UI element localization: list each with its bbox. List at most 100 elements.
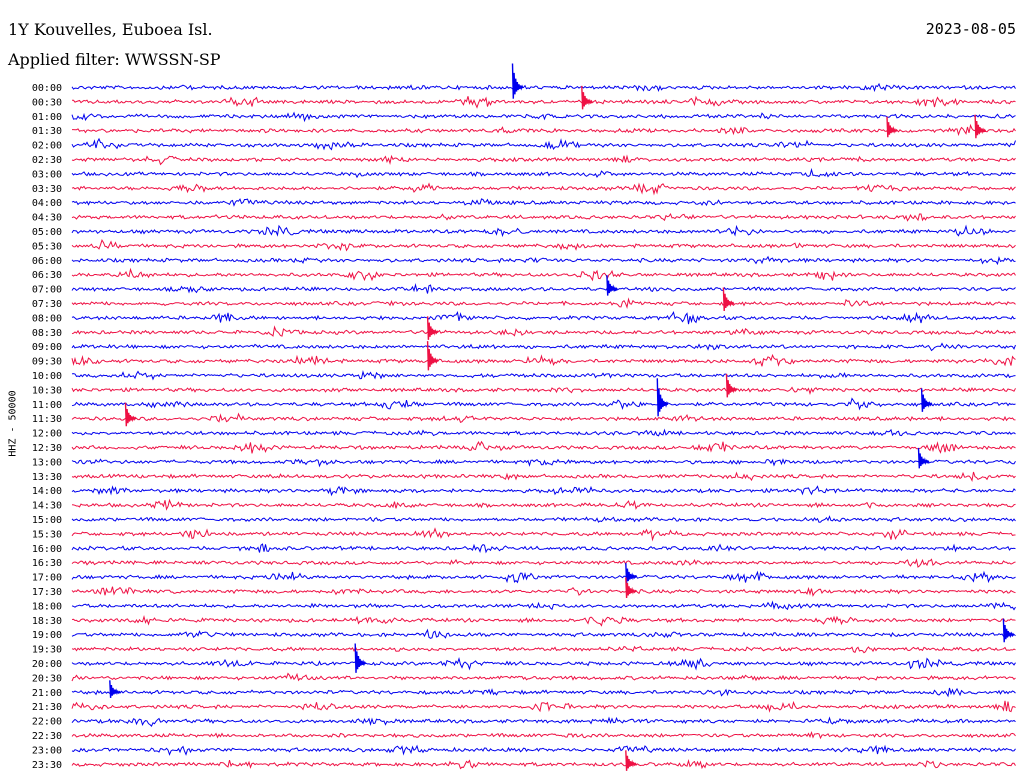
seismic-trace-21:00 [71, 687, 1016, 698]
seismic-trace-20:30 [71, 672, 1016, 682]
station-title: 1Y Kouvelles, Euboea Isl. [8, 20, 213, 39]
event-spike [725, 373, 738, 398]
row-label: 05:00 [32, 227, 62, 238]
row-label: 17:30 [32, 587, 62, 598]
seismic-trace-08:30 [71, 325, 1016, 337]
seismic-trace-01:00 [71, 111, 1016, 123]
row-label: 13:30 [32, 472, 62, 483]
row-label: 03:30 [32, 184, 62, 195]
row-label: 11:00 [32, 400, 62, 411]
seismic-trace-22:00 [71, 716, 1016, 727]
event-spike [920, 388, 933, 412]
event-spike [1002, 618, 1015, 643]
seismic-trace-13:30 [71, 471, 1016, 482]
seismic-trace-04:00 [71, 198, 1016, 207]
seismic-trace-10:00 [71, 369, 1016, 381]
seismic-trace-14:30 [71, 498, 1016, 511]
event-spike [886, 116, 898, 138]
row-label: 06:00 [32, 256, 62, 267]
row-label: 21:00 [32, 688, 62, 699]
event-spike [426, 316, 439, 340]
row-label: 14:30 [32, 501, 62, 512]
row-label: 04:30 [32, 213, 62, 224]
row-label: 00:00 [32, 83, 62, 94]
row-label: 08:00 [32, 313, 62, 324]
seismic-trace-14:00 [71, 485, 1016, 497]
seismic-trace-19:00 [71, 628, 1016, 639]
row-label: 20:30 [32, 673, 62, 684]
seismic-trace-20:00 [71, 656, 1016, 671]
row-label: 20:00 [32, 659, 62, 670]
row-label: 18:30 [32, 616, 62, 627]
seismic-trace-15:30 [71, 527, 1016, 542]
row-label: 08:30 [32, 328, 62, 339]
row-label: 01:30 [32, 126, 62, 137]
row-label: 11:30 [32, 414, 62, 425]
seismic-trace-12:00 [71, 428, 1016, 437]
row-label: 10:30 [32, 385, 62, 396]
row-labels: 00:00 00:30 01:00 01:30 02:00 02:30 03:00 03:30… [32, 83, 62, 771]
seismic-trace-09:30 [71, 353, 1016, 367]
row-label: 14:00 [32, 486, 62, 497]
row-label: 05:30 [32, 241, 62, 252]
event-spike [109, 680, 121, 698]
row-label: 15:30 [32, 529, 62, 540]
seismic-trace-10:30 [71, 386, 1016, 396]
seismogram-traces [71, 63, 1016, 771]
seismic-trace-01:30 [72, 123, 1016, 137]
filter-label: Applied filter: WWSSN-SP [8, 50, 221, 69]
row-label: 04:00 [32, 198, 62, 209]
row-label: 18:00 [32, 601, 62, 612]
seismic-trace-00:00 [71, 82, 1016, 93]
event-spike [511, 63, 524, 99]
row-label: 10:00 [32, 371, 62, 382]
event-spike [974, 114, 987, 139]
seismic-trace-05:00 [71, 224, 1016, 238]
row-label: 15:00 [32, 515, 62, 526]
event-spike [426, 341, 439, 371]
seismic-trace-23:30 [71, 759, 1016, 770]
seismic-trace-08:00 [71, 310, 1016, 325]
seismic-trace-17:30 [71, 586, 1016, 597]
row-label: 23:30 [32, 760, 62, 771]
row-label: 07:00 [32, 285, 62, 296]
seismic-trace-13:00 [71, 458, 1016, 468]
row-label: 16:30 [32, 558, 62, 569]
row-label: 19:00 [32, 630, 62, 641]
seismic-trace-02:30 [71, 154, 1016, 166]
seismic-trace-18:30 [71, 614, 1016, 627]
seismic-trace-04:30 [71, 212, 1016, 222]
row-label: 22:30 [32, 731, 62, 742]
row-label: 23:00 [32, 745, 62, 756]
row-label: 06:30 [32, 270, 62, 281]
event-spike [581, 85, 593, 110]
seismic-trace-11:30 [71, 412, 1016, 423]
seismic-trace-05:30 [71, 239, 1016, 252]
event-spike [625, 577, 637, 599]
seismic-trace-07:00 [71, 283, 1016, 294]
row-label: 13:00 [32, 457, 62, 468]
seismic-trace-07:30 [71, 297, 1016, 310]
event-spike [656, 378, 669, 417]
seismic-trace-22:30 [71, 730, 1016, 740]
row-label: 21:30 [32, 702, 62, 713]
seismic-trace-16:30 [71, 558, 1016, 568]
event-spike [124, 402, 137, 427]
row-label: 12:00 [32, 429, 62, 440]
seismic-trace-03:00 [71, 167, 1016, 179]
row-label: 16:00 [32, 544, 62, 555]
seismic-trace-12:30 [71, 440, 1016, 454]
row-label: 03:00 [32, 169, 62, 180]
seismic-trace-06:00 [71, 255, 1016, 266]
row-label: 02:30 [32, 155, 62, 166]
row-label: 12:30 [32, 443, 62, 454]
seismic-trace-11:00 [71, 397, 1016, 411]
seismic-trace-23:00 [71, 744, 1016, 756]
row-label: 00:30 [32, 97, 62, 108]
seismic-trace-18:00 [71, 600, 1016, 611]
seismic-trace-17:00 [71, 570, 1016, 584]
row-label: 09:00 [32, 342, 62, 353]
row-label: 17:00 [32, 573, 62, 584]
event-spike [722, 287, 735, 312]
